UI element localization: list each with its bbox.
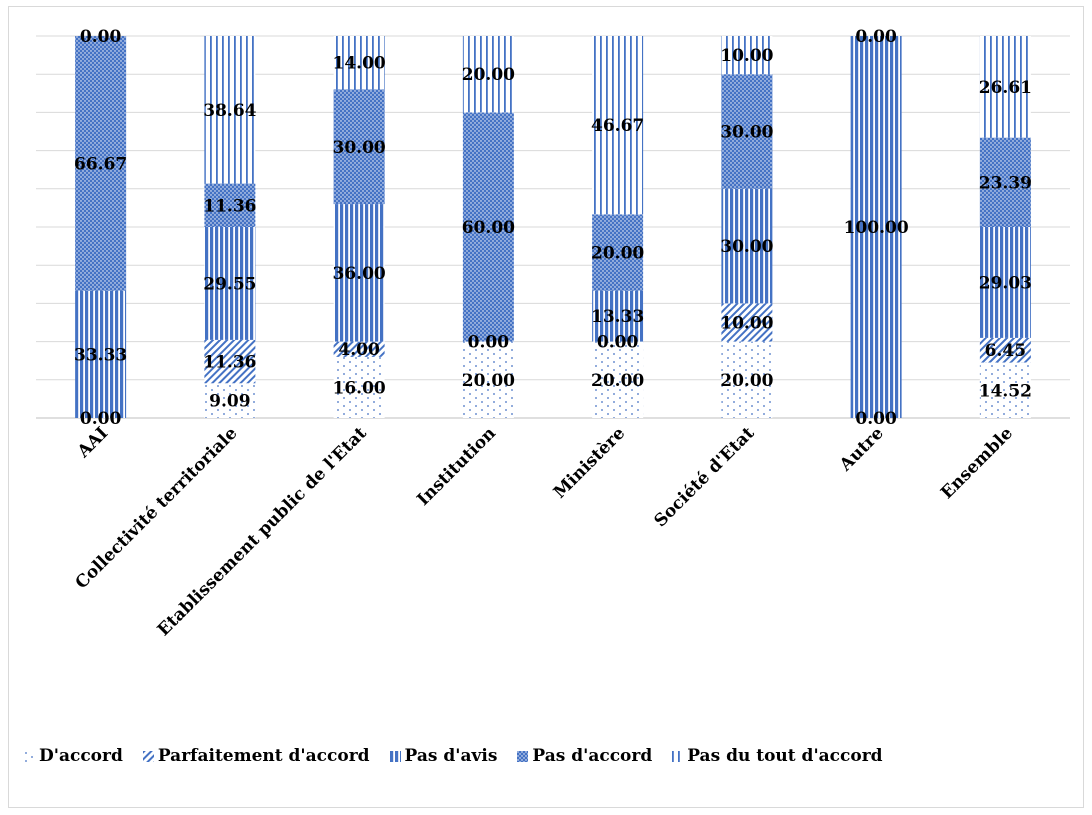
bar-segment (204, 227, 256, 340)
legend-item: Pas du tout d'accord (672, 746, 883, 766)
data-label: 14.52 (979, 381, 1032, 401)
legend-swatch (389, 750, 401, 762)
bar-segment (979, 337, 1031, 363)
bar-segment (204, 383, 256, 418)
data-label: 66.67 (74, 154, 127, 174)
bar-segment (979, 227, 1031, 338)
legend-label: Pas du tout d'accord (687, 746, 883, 766)
data-label: 20.00 (591, 371, 644, 391)
data-label: 20.00 (591, 243, 644, 263)
data-label: 33.33 (74, 345, 127, 365)
data-label: 4.00 (338, 340, 380, 360)
data-label: 9.09 (209, 392, 250, 412)
data-label: 36.00 (333, 264, 386, 284)
x-tick-label: AAI (73, 423, 112, 462)
legend-label: Pas d'avis (404, 746, 498, 766)
bars (75, 36, 1031, 418)
bar-segment (333, 89, 385, 205)
x-tick-label: Etablissement public de l'Etat (154, 423, 371, 640)
bar-segment (850, 36, 902, 418)
legend-label: D'accord (39, 746, 123, 766)
legend-item: Pas d'avis (389, 746, 498, 766)
data-label: 0.00 (468, 333, 510, 353)
data-label: 29.03 (979, 273, 1032, 293)
legend-item: Pas d'accord (517, 746, 652, 766)
bar-segment (592, 214, 644, 291)
bar-segment (979, 137, 1031, 227)
bar-segment (721, 36, 773, 75)
legend-label: Parfaitement d'accord (157, 746, 370, 766)
data-label: 10.00 (720, 46, 773, 66)
legend-swatch (517, 750, 529, 762)
data-label: 13.33 (591, 307, 644, 327)
data-label: 0.00 (80, 409, 122, 429)
legend-label: Pas d'accord (532, 746, 653, 766)
legend-item: D'accord (24, 746, 123, 766)
x-tick-label: Société d'Etat (650, 423, 758, 531)
data-label: 46.67 (591, 116, 644, 136)
bar-segment (592, 341, 644, 418)
legend-swatch (142, 750, 154, 762)
bar-segment (204, 36, 256, 184)
data-label: 6.45 (985, 341, 1026, 361)
bar-segment (979, 362, 1031, 418)
data-label: 20.00 (462, 65, 515, 85)
data-label: 11.36 (203, 196, 256, 216)
bar-segment (333, 356, 385, 418)
bar-segment (75, 290, 127, 418)
bar-segment (721, 303, 773, 342)
bar-segment (592, 36, 644, 215)
x-tick-label: Ensemble (937, 423, 1017, 503)
bar-segment (333, 36, 385, 90)
bar-segment (204, 183, 256, 227)
data-label: 30.00 (333, 138, 386, 158)
bar-segment (333, 204, 385, 342)
data-label: 26.61 (979, 78, 1032, 98)
chart-frame (8, 6, 1084, 808)
data-label: 100.00 (844, 218, 909, 238)
legend: D'accord Parfaitement d'accord Pas d'avis P… (24, 742, 1084, 770)
data-label: 0.00 (855, 27, 897, 47)
bar-segment (979, 36, 1031, 138)
data-labels: 0.00 33.33 66.67 0.00 9.09 11.36 29.55 11.36 38.… (74, 27, 1032, 429)
legend-swatch (672, 750, 684, 762)
data-label: 23.39 (979, 173, 1032, 193)
bar-segment (204, 339, 256, 384)
data-label: 16.00 (333, 378, 386, 398)
legend-item: Parfaitement d'accord (142, 746, 370, 766)
x-tick-label: Autre (835, 423, 888, 476)
bar-segment (721, 341, 773, 418)
data-label: 30.00 (720, 123, 773, 143)
data-label: 29.55 (203, 274, 256, 294)
data-label: 20.00 (462, 371, 515, 391)
data-label: 0.00 (855, 409, 897, 429)
x-tick-label: Ministère (550, 423, 629, 502)
data-label: 0.00 (597, 333, 639, 353)
data-label: 38.64 (203, 101, 256, 121)
data-label: 30.00 (720, 237, 773, 257)
data-label: 20.00 (720, 371, 773, 391)
bar-segment (333, 341, 385, 357)
data-label: 14.00 (333, 54, 386, 74)
gridlines (36, 35, 1070, 419)
bar-segment (462, 36, 514, 113)
bar-segment (721, 74, 773, 189)
legend-swatch (24, 750, 35, 762)
data-label: 60.00 (462, 218, 515, 238)
data-label: 0.00 (80, 27, 122, 47)
bar-segment (592, 290, 644, 342)
bar-segment (462, 341, 514, 418)
data-label: 11.36 (203, 353, 256, 373)
x-tick-label: Institution (413, 423, 500, 510)
bar-segment (75, 36, 127, 291)
bar-segment (721, 188, 773, 304)
bar-segment (462, 112, 514, 342)
data-label: 10.00 (720, 314, 773, 334)
